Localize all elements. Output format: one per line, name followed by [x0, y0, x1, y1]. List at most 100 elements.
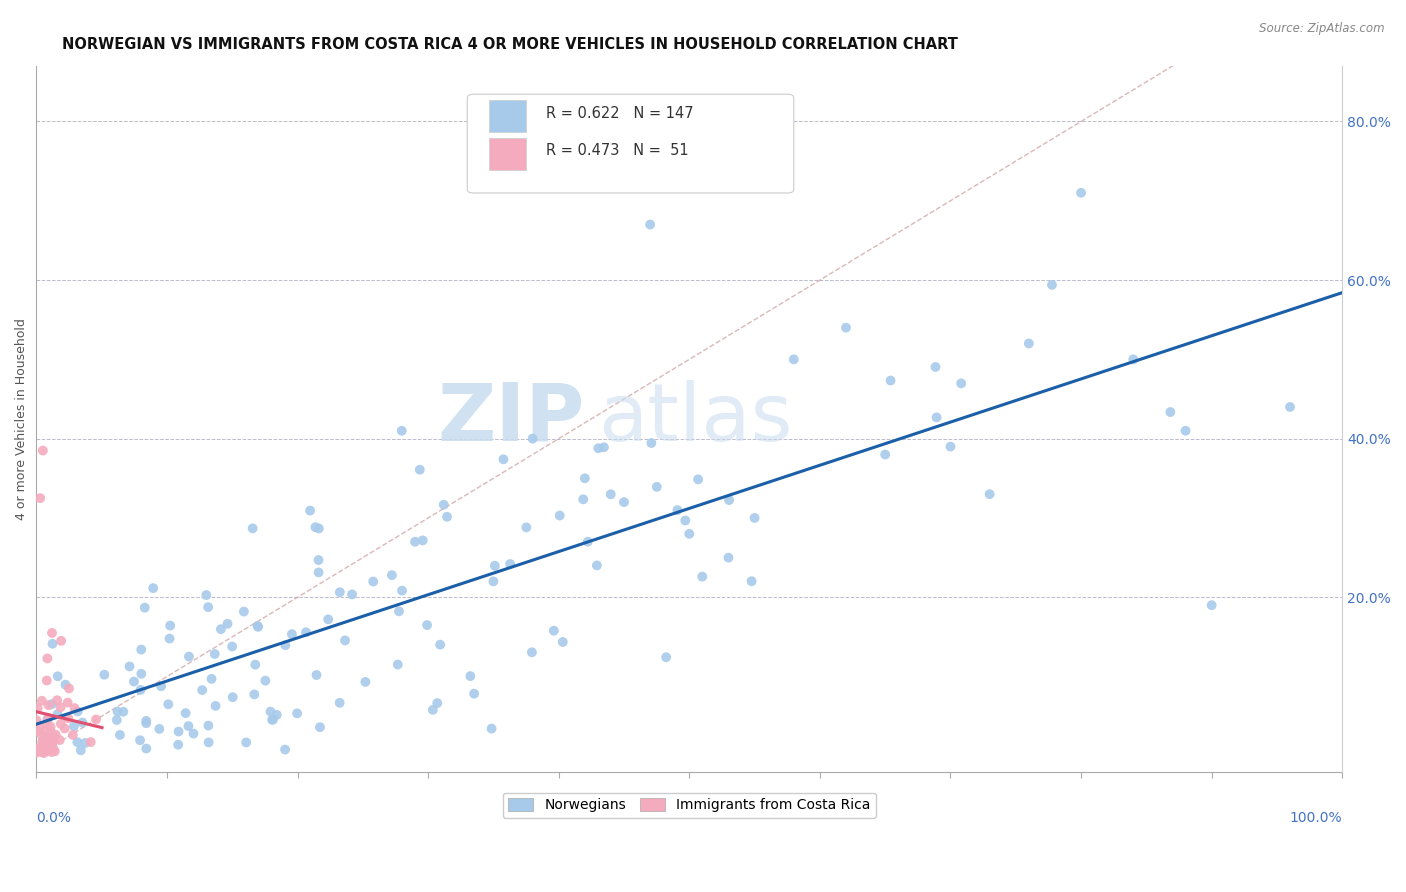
Point: [242, 521, 264, 535]
Point: [35, 731, 58, 745]
Point: [666, 503, 689, 517]
Point: [41, 637, 63, 651]
Point: [209, 622, 232, 636]
Point: [27, 701, 49, 715]
Point: [58, 711, 80, 725]
Point: [416, 618, 439, 632]
Point: [49, 700, 72, 714]
Point: [221, 640, 243, 654]
Point: [142, 581, 165, 595]
Point: [159, 618, 181, 632]
Point: [49, 717, 72, 731]
Point: [354, 674, 377, 689]
Point: [1159, 405, 1181, 419]
Point: [159, 632, 181, 646]
Point: [34, 724, 56, 739]
Point: [1070, 186, 1092, 200]
Point: [305, 668, 328, 682]
Point: [129, 642, 152, 657]
Point: [299, 503, 322, 517]
Point: [484, 558, 506, 573]
Point: [177, 649, 200, 664]
Point: [31, 734, 53, 748]
Point: [167, 724, 190, 739]
Point: [588, 442, 610, 456]
Point: [118, 659, 141, 673]
Point: [122, 674, 145, 689]
Point: [63, 701, 86, 715]
Point: [195, 588, 218, 602]
Point: [924, 359, 946, 374]
Point: [285, 706, 308, 721]
Point: [744, 511, 766, 525]
Point: [25, 713, 48, 727]
Point: [55, 678, 77, 692]
Point: [246, 619, 269, 633]
Point: [783, 352, 806, 367]
Point: [1018, 336, 1040, 351]
Point: [308, 553, 330, 567]
Point: [548, 508, 571, 523]
Point: [32, 740, 55, 755]
Point: [690, 569, 713, 583]
Point: [56, 696, 79, 710]
Point: [49, 633, 72, 648]
Point: [31, 729, 53, 743]
Point: [84, 713, 107, 727]
Point: [388, 604, 411, 618]
Point: [576, 534, 599, 549]
Point: [391, 583, 413, 598]
Point: [429, 638, 451, 652]
Point: [200, 672, 222, 686]
Y-axis label: 4 or more Vehicles in Household: 4 or more Vehicles in Household: [15, 318, 28, 520]
Point: [572, 492, 595, 507]
Point: [939, 440, 962, 454]
Point: [422, 703, 444, 717]
Point: [25, 746, 48, 760]
Point: [333, 633, 356, 648]
Point: [197, 735, 219, 749]
Point: [262, 713, 284, 727]
Point: [673, 513, 696, 527]
Point: [551, 635, 574, 649]
Point: [404, 534, 426, 549]
Point: [129, 682, 152, 697]
Point: [167, 738, 190, 752]
Text: Source: ZipAtlas.com: Source: ZipAtlas.com: [1260, 22, 1385, 36]
Point: [387, 657, 409, 672]
Point: [46, 707, 69, 722]
Point: [30, 721, 52, 735]
Point: [63, 719, 86, 733]
Point: [46, 693, 69, 707]
Text: 0.0%: 0.0%: [37, 811, 72, 824]
Point: [586, 558, 609, 573]
Point: [463, 687, 485, 701]
Point: [340, 587, 363, 601]
Point: [1201, 598, 1223, 612]
Point: [1040, 277, 1063, 292]
Text: ZIP: ZIP: [437, 380, 585, 458]
Point: [718, 493, 741, 508]
Point: [75, 736, 97, 750]
Point: [412, 533, 434, 548]
Point: [32, 740, 55, 755]
Point: [183, 726, 205, 740]
Point: [645, 480, 668, 494]
Point: [543, 624, 565, 638]
Point: [436, 509, 458, 524]
Point: [295, 625, 318, 640]
Point: [875, 448, 897, 462]
Point: [835, 320, 858, 334]
Point: [30, 491, 52, 505]
Point: [41, 626, 63, 640]
Point: [112, 705, 135, 719]
Text: R = 0.473   N =  51: R = 0.473 N = 51: [546, 143, 689, 158]
Point: [499, 557, 522, 571]
Point: [361, 574, 384, 589]
Point: [520, 645, 543, 659]
Point: [46, 669, 69, 683]
Point: [42, 731, 65, 745]
Point: [42, 741, 65, 756]
Point: [640, 436, 662, 450]
Point: [593, 440, 616, 454]
